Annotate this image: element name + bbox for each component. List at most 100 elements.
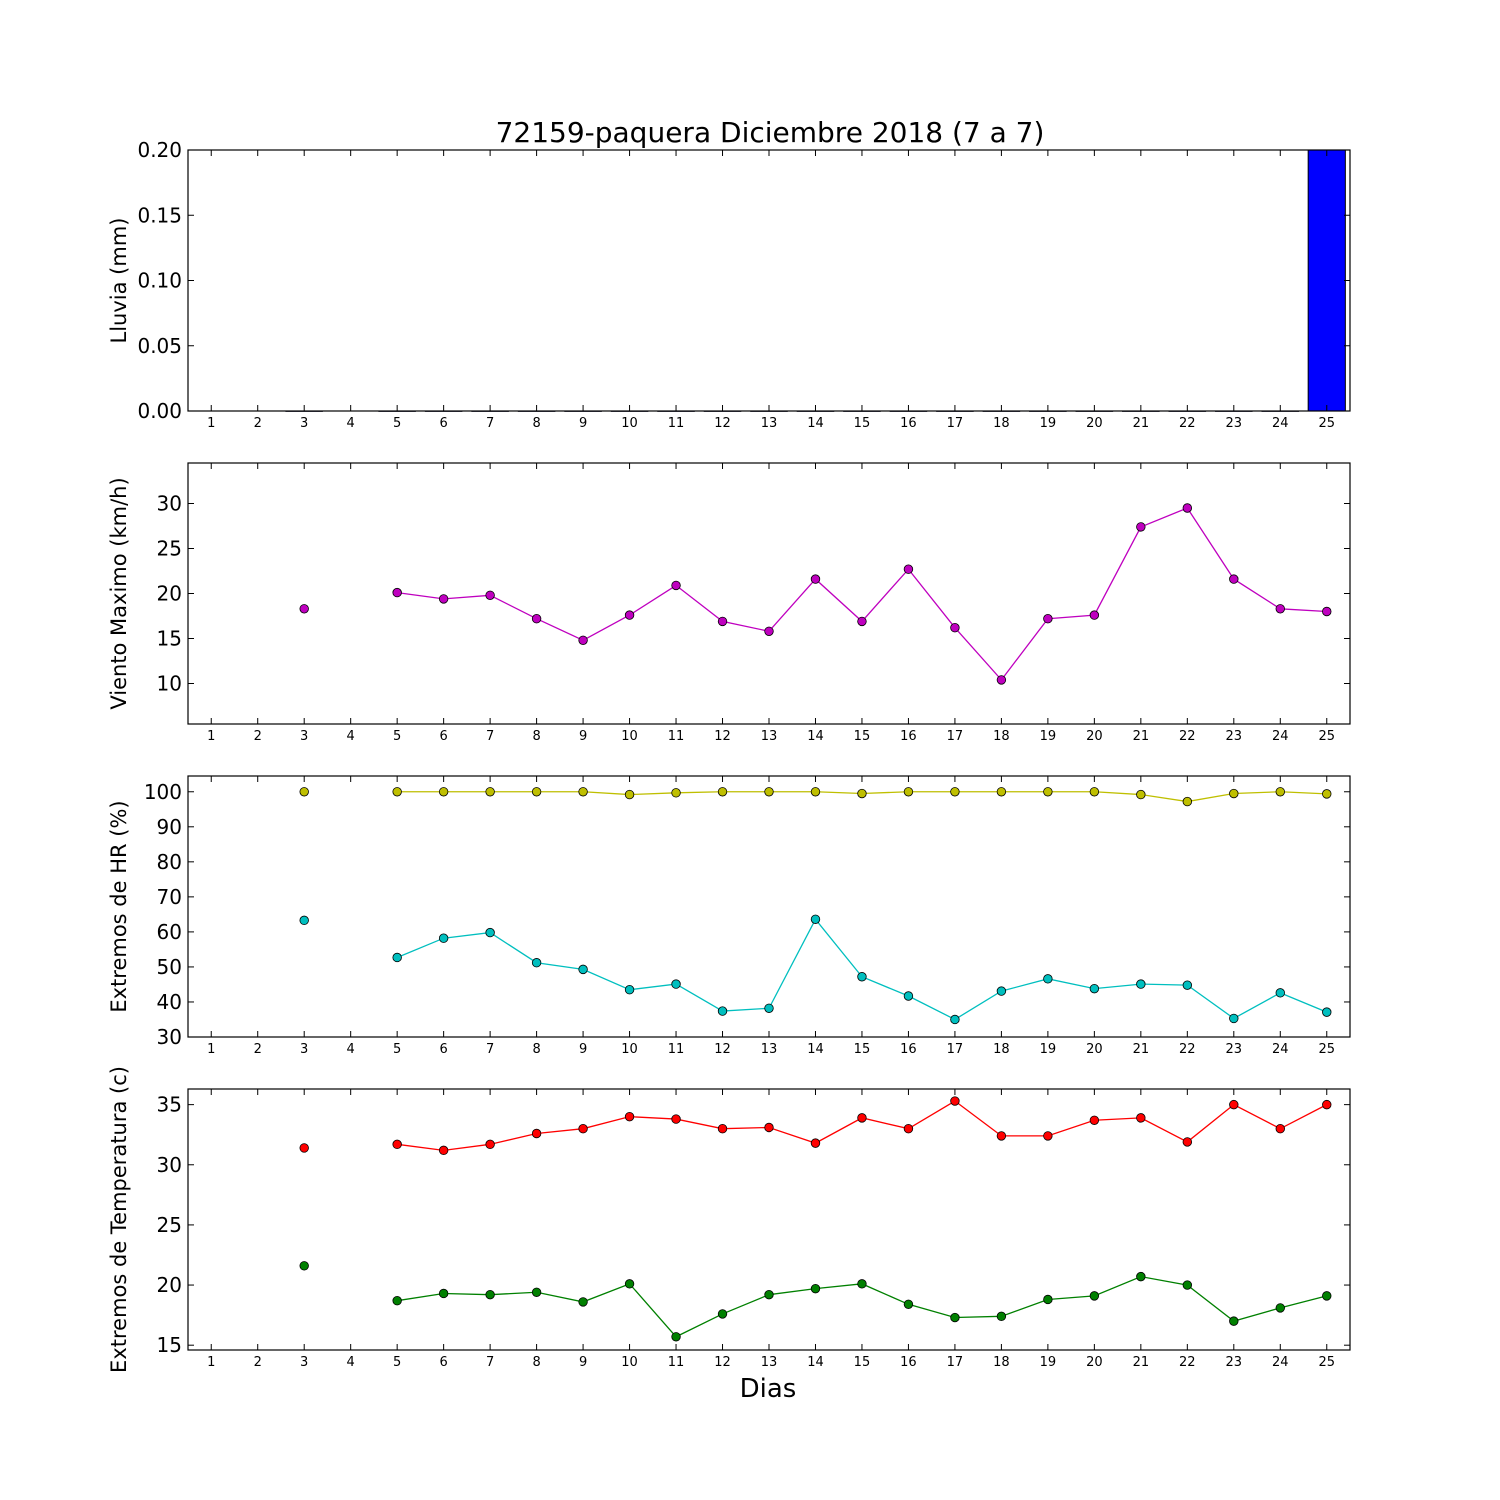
x-axis-label: Dias: [740, 1374, 797, 1404]
humidity-xtick-label: 7: [486, 1042, 494, 1057]
humidity-series-1-point-day-15: [857, 972, 867, 982]
temperature-series-0-point-day-9: [578, 1123, 588, 1134]
temperature-xtick-label: 1: [207, 1355, 215, 1370]
wind-xtick-label: 22: [1179, 729, 1196, 744]
wind-series-0-point-day-22: [1182, 503, 1193, 513]
wind-xtick-label: 12: [714, 729, 731, 744]
humidity-series-0-point-day-14: [810, 787, 821, 797]
humidity-ytick-label: 50: [157, 955, 182, 979]
rain-xtick-label: 3: [300, 416, 308, 431]
temperature-xtick-label: 21: [1133, 1355, 1150, 1370]
rain-panel: 0.000.050.100.150.201 2 3 4 5 6 7 8 9 10 11 12 13 14 1…: [107, 138, 1351, 431]
temperature-series-1-point-day-24: [1275, 1303, 1285, 1313]
wind-y-axis-label: Viento Maximo (km/h): [107, 477, 131, 709]
humidity-series-0-point-day-11: [671, 788, 681, 798]
temperature-series-1-point-day-15: [857, 1279, 867, 1289]
humidity-xtick-label: 18: [993, 1042, 1010, 1057]
temperature-series-0-point-day-14: [810, 1138, 821, 1148]
temperature-series-1-point-day-13: [764, 1289, 774, 1300]
wind-series-0-point-day-8: [531, 614, 542, 624]
humidity-xtick-label: 11: [668, 1042, 685, 1057]
rain-xtick-label: 24: [1272, 416, 1289, 431]
wind-series-0-point-day-6: [438, 594, 449, 604]
humidity-xtick-label: 6: [439, 1042, 447, 1057]
humidity-series-1-point-day-11: [671, 979, 681, 989]
humidity-series-1-point-day-24: [1275, 988, 1285, 998]
temperature-xtick-label: 18: [993, 1355, 1010, 1370]
wind-series-0-point-day-20: [1089, 610, 1100, 620]
temperature-xtick-label: 6: [439, 1355, 447, 1370]
humidity-series-0-point-day-17: [950, 787, 960, 797]
wind-xtick-label: 4: [347, 729, 355, 744]
wind-xtick-label: 17: [947, 729, 964, 744]
humidity-series-1-point-day-14: [810, 914, 821, 924]
rain-xtick-label: 11: [668, 416, 685, 431]
humidity-series-1-point-day-10: [624, 985, 635, 995]
temperature-series-1-point-day-22: [1182, 1280, 1193, 1290]
humidity-series-0-point-day-10: [624, 789, 635, 800]
rain-xtick-label: 18: [993, 416, 1010, 431]
wind-xtick-label: 1: [207, 729, 215, 744]
temperature-xtick-label: 25: [1318, 1355, 1335, 1370]
humidity-series-0-point-day-16: [903, 787, 914, 797]
wind-series-0-point-day-18: [996, 675, 1007, 685]
wind-series-0-point-day-19: [1043, 614, 1053, 624]
humidity-series-0-point-day-6: [438, 787, 449, 797]
wind-series-0-point-day-25: [1322, 606, 1332, 617]
temperature-xtick-label: 17: [947, 1355, 964, 1370]
humidity-ytick-label: 100: [144, 780, 182, 804]
humidity-series-0-point-day-9: [578, 787, 588, 797]
humidity-ytick-label: 90: [157, 815, 182, 839]
humidity-series-1-point-day-6: [438, 933, 449, 943]
temperature-series-1-point-day-12: [717, 1309, 728, 1319]
humidity-ytick-label: 40: [157, 990, 182, 1014]
humidity-series-1-point-day-12: [717, 1006, 728, 1016]
wind-series-0-point-day-15: [857, 616, 867, 627]
wind-xtick-label: 19: [1040, 729, 1057, 744]
wind-series-0-point-day-7: [485, 590, 495, 601]
humidity-ytick-label: 70: [157, 885, 182, 909]
humidity-series-0-point-day-7: [485, 787, 495, 797]
wind-series-0-point-day-12: [717, 616, 728, 627]
wind-xtick-label: 16: [900, 729, 917, 744]
humidity-series-0-point-day-18: [996, 787, 1007, 797]
humidity-ytick-label: 60: [157, 920, 182, 944]
humidity-xtick-label: 22: [1179, 1042, 1196, 1057]
humidity-series-0-point-day-8: [531, 787, 542, 797]
wind-xtick-label: 25: [1318, 729, 1335, 744]
temperature-series-1-point-day-21: [1136, 1271, 1146, 1282]
temperature-series-1-point-day-3: [299, 1261, 309, 1271]
wind-series-0-point-day-17: [950, 623, 960, 633]
rain-xtick-label: 13: [761, 416, 778, 431]
humidity-xtick-label: 3: [300, 1042, 308, 1057]
temperature-xtick-label: 16: [900, 1355, 917, 1370]
humidity-series-0-point-day-3: [299, 787, 309, 797]
humidity-xtick-label: 15: [854, 1042, 871, 1057]
humidity-series-1-point-day-22: [1182, 980, 1193, 990]
wind-xtick-label: 13: [761, 729, 778, 744]
wind-xtick-label: 18: [993, 729, 1010, 744]
rain-xtick-label: 2: [254, 416, 262, 431]
humidity-series-0-point-day-19: [1043, 787, 1053, 797]
rain-xtick-label: 10: [621, 416, 638, 431]
temperature-series-1-point-day-11: [671, 1332, 681, 1342]
wind-ytick-label: 25: [157, 537, 182, 561]
temperature-series-1-point-day-17: [950, 1312, 960, 1323]
humidity-series-0-point-day-12: [717, 787, 728, 797]
temperature-xtick-label: 13: [761, 1355, 778, 1370]
temperature-xtick-label: 11: [668, 1355, 685, 1370]
temperature-series-1-point-day-5: [392, 1295, 402, 1306]
wind-series-0-point-day-14: [810, 574, 821, 584]
temperature-series-1-point-day-6: [438, 1288, 449, 1299]
humidity-xtick-label: 24: [1272, 1042, 1289, 1057]
wind-ytick-label: 20: [157, 582, 182, 606]
temperature-series-0-point-day-10: [624, 1111, 635, 1122]
rain-bar-day-25: [1307, 149, 1346, 412]
temperature-series-1-point-day-16: [903, 1299, 914, 1309]
temperature-series-1-point-day-18: [996, 1311, 1007, 1322]
wind-xtick-label: 11: [668, 729, 685, 744]
rain-xtick-label: 21: [1133, 416, 1150, 431]
humidity-series-1-point-day-7: [485, 927, 495, 938]
humidity-xtick-label: 12: [714, 1042, 731, 1057]
